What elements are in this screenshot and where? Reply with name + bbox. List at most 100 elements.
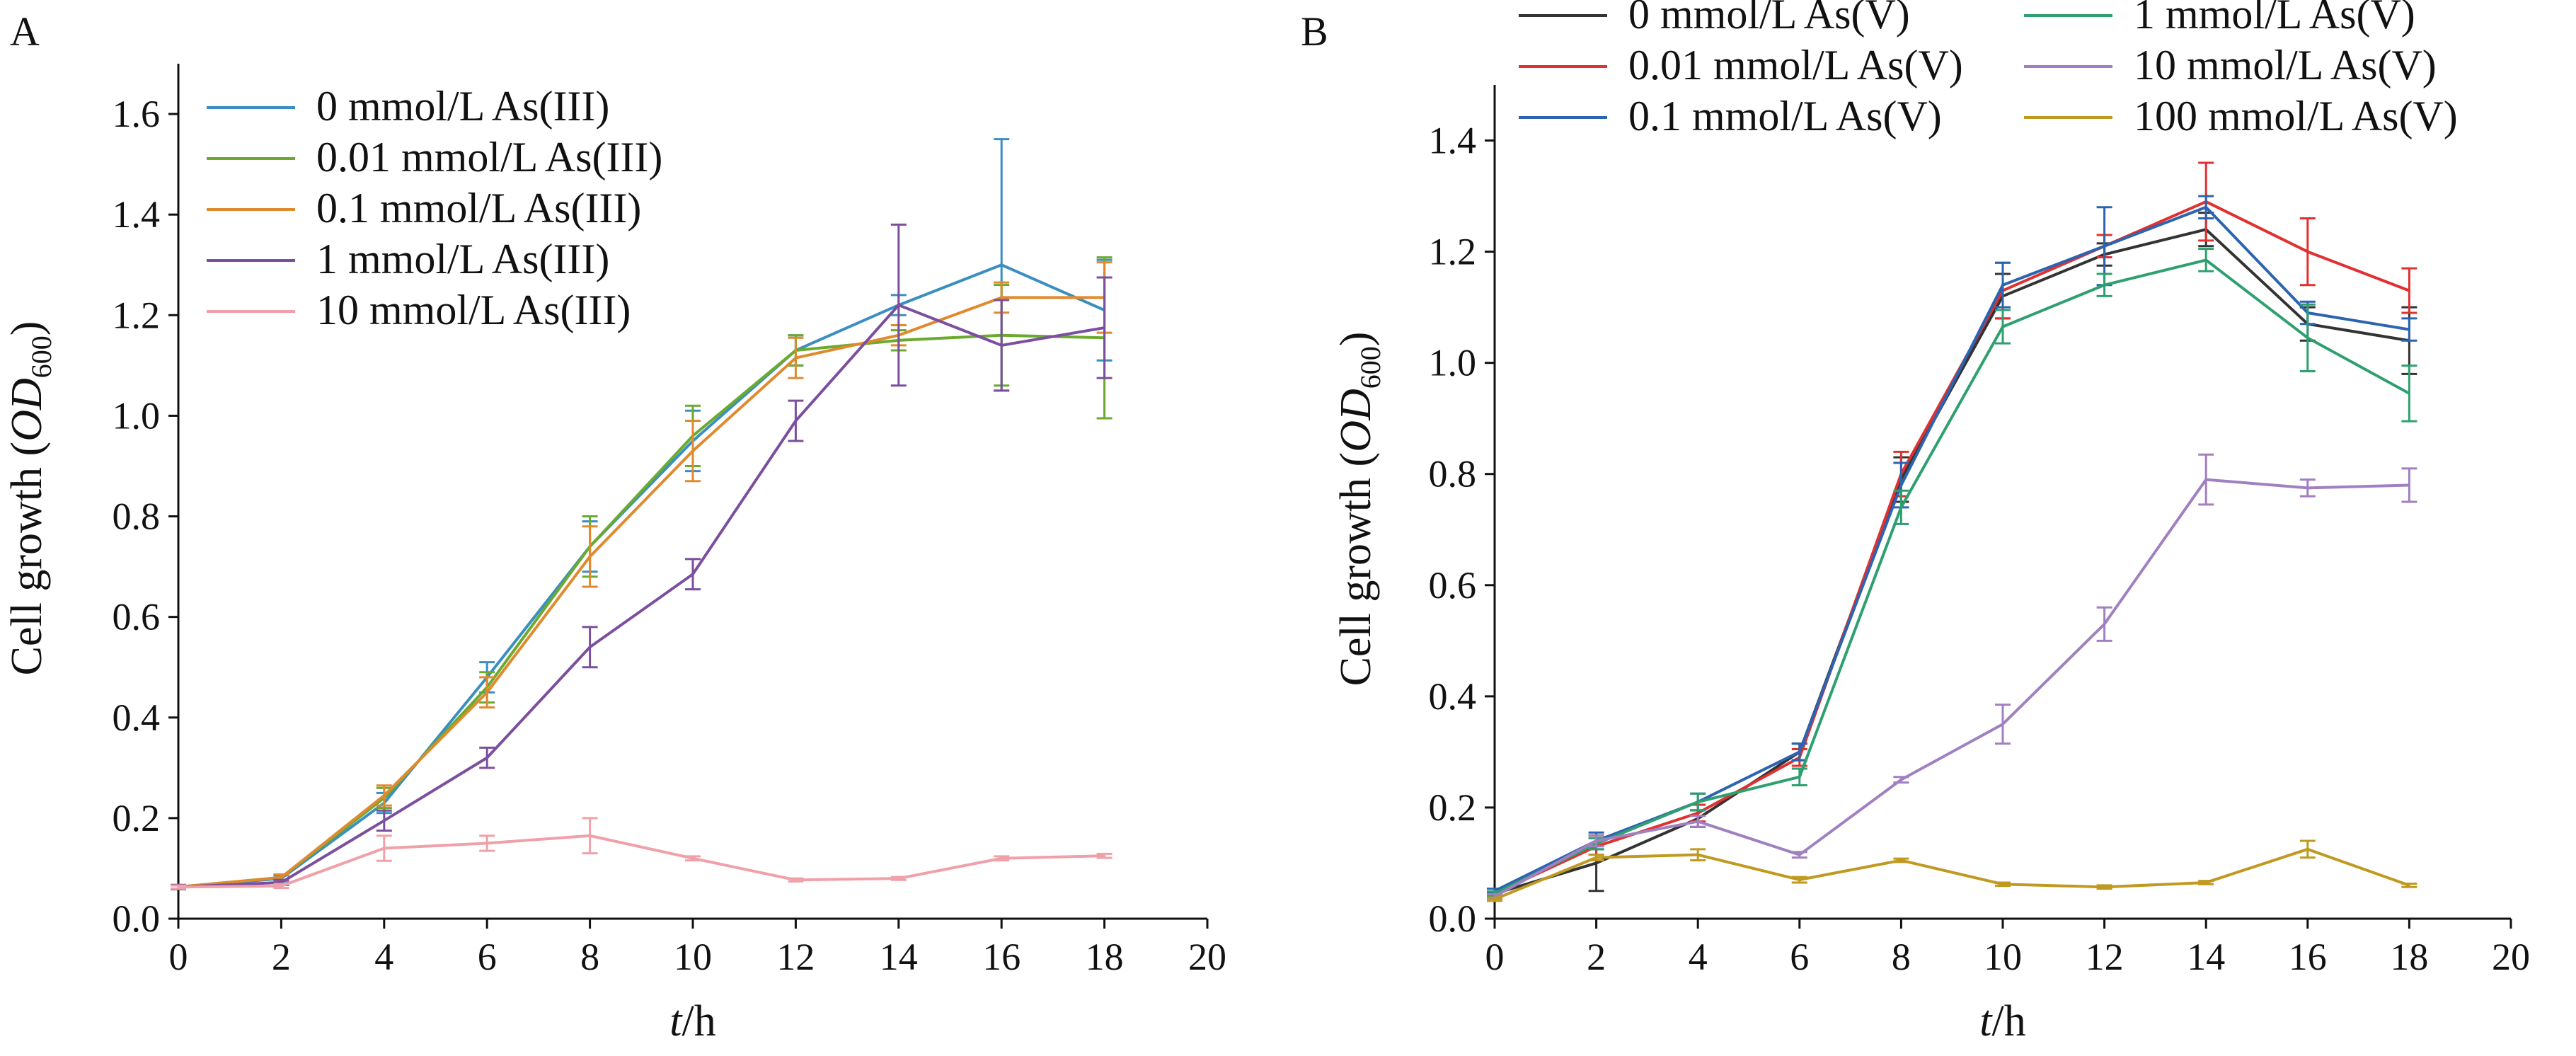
x-tick-label-B: 6 bbox=[1790, 936, 1809, 978]
y-tick-label-B: 0.2 bbox=[1429, 786, 1477, 829]
x-tick-label-A: 10 bbox=[674, 936, 712, 978]
y-axis-title-A: Cell growth (OD600) bbox=[3, 321, 57, 676]
x-tick-label-B: 12 bbox=[2086, 936, 2124, 978]
x-axis-title-unit-A: /h bbox=[682, 997, 716, 1045]
panel-B: B 0 2 4 6 8 10 12 14 16 18 20 0.0 0.2 0.4 0.6 0.8 1.0 1.2 1… bbox=[1301, 0, 2530, 1045]
x-axis-title-var-B: t bbox=[1979, 997, 1993, 1045]
x-axis-title-var-A: t bbox=[669, 997, 683, 1045]
x-tick-label-A: 4 bbox=[374, 936, 393, 978]
x-tick-label-A: 2 bbox=[272, 936, 291, 978]
legend-item-A-1: 0.01 mmol/L As(III) bbox=[207, 134, 662, 180]
y-tick-label-A: 0.6 bbox=[113, 596, 161, 638]
series-line-B-3 bbox=[1494, 258, 2410, 895]
x-tick-label-A: 12 bbox=[776, 936, 815, 978]
legend-label: 0.01 mmol/L As(V) bbox=[1628, 42, 1963, 88]
x-tick-label-A: 14 bbox=[880, 936, 918, 978]
series-line-A-3 bbox=[178, 304, 1105, 889]
legend-item-B-4: 10 mmol/L As(V) bbox=[2024, 42, 2437, 88]
series-A-1 bbox=[171, 256, 1112, 890]
legend-label: 10 mmol/L As(V) bbox=[2134, 42, 2437, 88]
y-tick-label-A: 0.4 bbox=[113, 696, 161, 739]
series-line-B-0 bbox=[1494, 228, 2410, 895]
y-tick-label-A: 0.2 bbox=[113, 797, 161, 839]
series-line-B-4 bbox=[1494, 478, 2410, 898]
y-tick-label-A: 0.8 bbox=[113, 495, 161, 538]
x-tick-label-A: 16 bbox=[982, 936, 1020, 978]
x-tick-label-A: 20 bbox=[1188, 936, 1226, 978]
y-tick-label-A: 1.0 bbox=[113, 394, 161, 437]
x-tick-label-B: 18 bbox=[2390, 936, 2428, 978]
legend-item-B-1: 0.01 mmol/L As(V) bbox=[1519, 42, 1963, 88]
legend-item-A-3: 1 mmol/L As(III) bbox=[207, 236, 609, 282]
y-axis-title-prefix-B: Cell growth ( bbox=[1332, 452, 1380, 687]
legend-item-B-2: 0.1 mmol/L As(V) bbox=[1519, 93, 1942, 139]
series-line-B-1 bbox=[1494, 200, 2410, 895]
x-tick-label-B: 0 bbox=[1485, 936, 1505, 978]
y-tick-label-A: 1.6 bbox=[113, 93, 161, 135]
legend-label: 0 mmol/L As(III) bbox=[316, 83, 609, 130]
series-B-3 bbox=[1487, 248, 2417, 897]
x-tick-label-A: 8 bbox=[580, 936, 599, 978]
x-axis-title-B: t/h bbox=[1979, 997, 2025, 1045]
legend-item-A-0: 0 mmol/L As(III) bbox=[207, 83, 609, 130]
series-A-4 bbox=[171, 817, 1112, 890]
y-tick-label-B: 0.4 bbox=[1429, 675, 1477, 718]
x-tick-label-B: 4 bbox=[1689, 936, 1708, 978]
legend-item-B-3: 1 mmol/L As(V) bbox=[2024, 0, 2415, 38]
y-tick-label-B: 1.2 bbox=[1429, 231, 1477, 273]
y-tick-label-B: 1.0 bbox=[1429, 342, 1477, 384]
x-axis-title-unit-B: /h bbox=[1992, 997, 2026, 1045]
y-tick-label-B: 1.4 bbox=[1429, 120, 1477, 162]
panel-label-B: B bbox=[1301, 8, 1328, 54]
legend-label: 0.01 mmol/L As(III) bbox=[316, 134, 662, 180]
series-line-A-0 bbox=[178, 263, 1105, 889]
legend-label: 1 mmol/L As(V) bbox=[2134, 0, 2415, 38]
series-B-2 bbox=[1487, 195, 2417, 895]
series-line-B-5 bbox=[1494, 847, 2410, 901]
legend-item-B-5: 100 mmol/L As(V) bbox=[2024, 93, 2458, 139]
x-tick-label-B: 2 bbox=[1587, 936, 1606, 978]
legend-label: 0.1 mmol/L As(III) bbox=[316, 185, 641, 231]
series-B-5 bbox=[1487, 839, 2417, 902]
y-axis-title-sub-B: 600 bbox=[1355, 346, 1386, 389]
legend-item-B-0: 0 mmol/L As(V) bbox=[1519, 0, 1910, 38]
y-tick-label-B: 0.0 bbox=[1429, 897, 1477, 940]
legend-B: 0 mmol/L As(V) 0.01 mmol/L As(V) 0.1 mmol/… bbox=[1519, 0, 2458, 139]
legend-label: 0.1 mmol/L As(V) bbox=[1628, 93, 1942, 139]
series-line-A-2 bbox=[178, 296, 1105, 889]
series-line-A-4 bbox=[178, 834, 1105, 889]
y-axis-title-var-A: OD bbox=[3, 378, 51, 442]
series-A-3 bbox=[171, 223, 1112, 890]
x-tick-label-B: 16 bbox=[2289, 936, 2327, 978]
x-tick-label-B: 8 bbox=[1892, 936, 1911, 978]
x-tick-label-A: 18 bbox=[1086, 936, 1124, 978]
legend-label: 1 mmol/L As(III) bbox=[316, 236, 609, 282]
y-axis-title-sub-A: 600 bbox=[25, 335, 57, 378]
legend-label: 10 mmol/L As(III) bbox=[316, 287, 631, 333]
legend-label: 0 mmol/L As(V) bbox=[1628, 0, 1910, 38]
y-axis-title-suffix-A: ) bbox=[3, 321, 51, 336]
y-axis-title-prefix-A: Cell growth ( bbox=[3, 442, 51, 676]
legend-item-A-4: 10 mmol/L As(III) bbox=[207, 287, 631, 333]
y-tick-label-A: 0.0 bbox=[113, 897, 161, 940]
x-tick-label-B: 10 bbox=[1984, 936, 2022, 978]
legend-item-A-2: 0.1 mmol/L As(III) bbox=[207, 185, 641, 231]
panel-A: A 0 2 4 6 8 10 12 14 16 18 20 0.0 0.2 0.4 0.6 0.8 1.0 1.2 1… bbox=[3, 8, 1226, 1045]
legend-A: 0 mmol/L As(III)0.01 mmol/L As(III) 0.1 m… bbox=[207, 83, 662, 333]
x-axis-title-A: t/h bbox=[669, 997, 715, 1045]
panel-label-A: A bbox=[10, 8, 40, 54]
x-tick-label-A: 6 bbox=[478, 936, 497, 978]
y-tick-label-A: 1.2 bbox=[113, 294, 161, 336]
series-A-2 bbox=[171, 261, 1112, 890]
series-B-4 bbox=[1487, 453, 2417, 900]
y-axis-title-B: Cell growth (OD600) bbox=[1332, 332, 1386, 687]
legend-label: 100 mmol/L As(V) bbox=[2134, 93, 2458, 139]
series-A-0 bbox=[171, 138, 1112, 890]
x-tick-label-B: 14 bbox=[2187, 936, 2225, 978]
y-axis-title-var-B: OD bbox=[1332, 389, 1380, 452]
series-B-1 bbox=[1487, 161, 2417, 897]
y-tick-label-A: 1.4 bbox=[113, 193, 161, 236]
x-tick-label-B: 20 bbox=[2492, 936, 2530, 978]
y-axis-title-suffix-B: ) bbox=[1332, 332, 1380, 347]
